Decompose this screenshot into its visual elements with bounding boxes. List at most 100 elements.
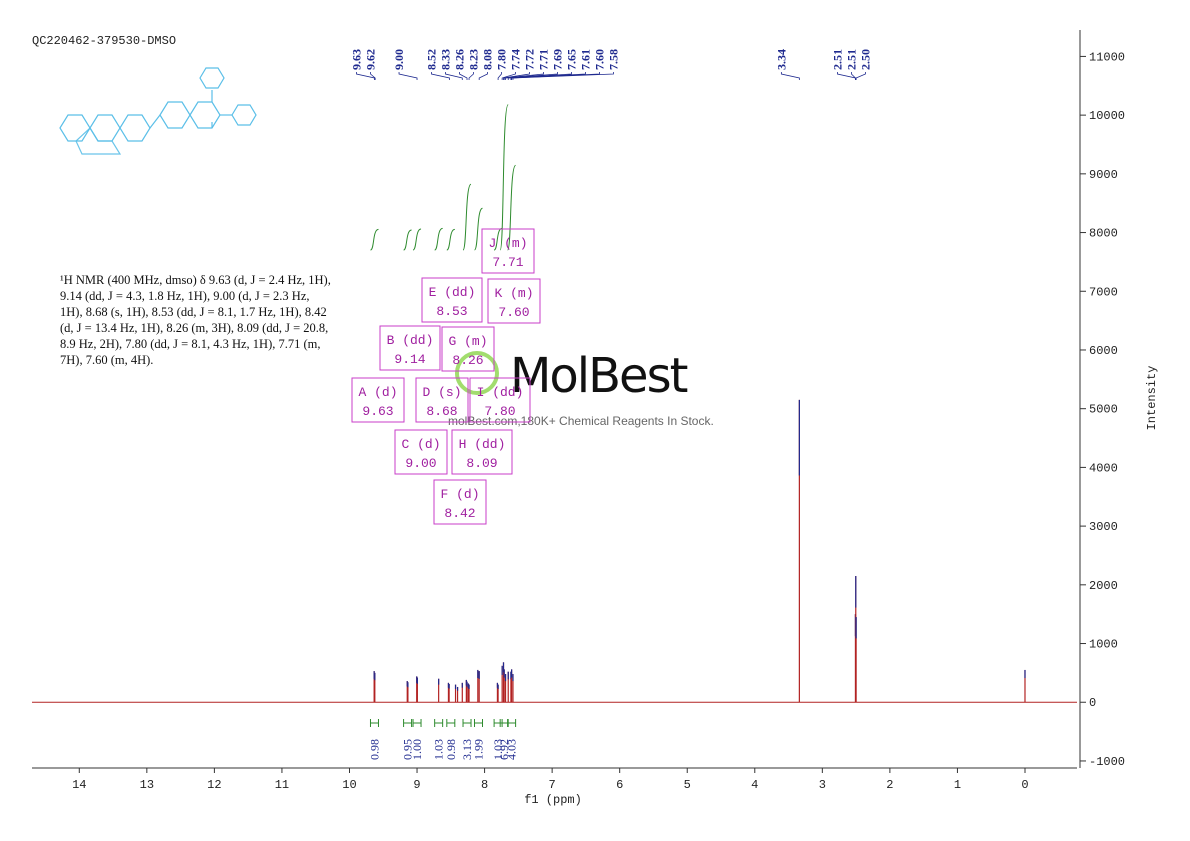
y-tick-label: 5000 [1089, 403, 1118, 417]
peak-label: 2.50 [858, 49, 872, 70]
peak-label: 7.71 [536, 49, 550, 70]
molecule [59, 67, 257, 155]
multiplet-box [469, 377, 531, 423]
x-axis-label: f1 (ppm) [524, 793, 582, 807]
watermark-logo [455, 351, 499, 395]
y-tick-label: 6000 [1089, 344, 1118, 358]
x-tick-label: 14 [72, 778, 86, 792]
integral-label: 3.13 [460, 739, 474, 760]
peak-label: 2.51 [830, 49, 844, 70]
y-tick-label: 4000 [1089, 461, 1118, 475]
peak-label: 2.51 [844, 49, 858, 70]
y-axis-label: Intensity [1145, 366, 1159, 431]
multiplet-shift: 9.14 [394, 352, 425, 367]
watermark: MolBest [510, 348, 688, 404]
peak-label: 7.65 [564, 49, 578, 70]
peak-label: 8.33 [438, 49, 452, 70]
integral-curve [462, 183, 472, 251]
peak-label: 3.34 [774, 49, 788, 70]
integral-label: 1.00 [410, 739, 424, 760]
peak-label: 8.52 [424, 49, 438, 70]
integral-bracket [412, 719, 422, 727]
y-tick-label: 2000 [1089, 579, 1118, 593]
integral-label: 4.03 [505, 739, 519, 760]
multiplet-shift: 8.26 [452, 353, 483, 368]
peak-connector [837, 72, 856, 80]
peak-connector [478, 72, 488, 80]
integral-curve [507, 164, 517, 251]
multiplet-label: K (m) [494, 286, 533, 301]
integral-curve [499, 104, 509, 251]
integral-bracket [499, 719, 509, 727]
chart-title: QC220462-379530-DMSO [32, 34, 176, 48]
y-tick-label: 9000 [1089, 168, 1118, 182]
multiplet-shift: 9.63 [362, 404, 393, 419]
integral-bracket [462, 719, 472, 727]
multiplet-label: J (m) [488, 236, 527, 251]
integral-curve [412, 228, 422, 251]
x-tick-label: 12 [207, 778, 221, 792]
multiplet-label: F (d) [440, 487, 479, 502]
peak-label: 7.69 [550, 49, 564, 70]
multiplet-box [481, 228, 535, 274]
peak-connector [851, 72, 856, 80]
peak-connector [505, 72, 558, 80]
y-tick-label: 1000 [1089, 638, 1118, 652]
multiplet-box [421, 277, 483, 323]
peak-connector [356, 72, 375, 80]
multiplet-label: G (m) [448, 334, 487, 349]
y-tick-label: 3000 [1089, 520, 1118, 534]
nmr-description: ¹H NMR (400 MHz, dmso) δ 9.63 (d, J = 2.… [60, 273, 331, 367]
integral-label: 1.03 [432, 739, 446, 760]
multiplet-box [415, 377, 469, 423]
peak-connector [431, 72, 450, 80]
peak-label: 9.62 [363, 49, 377, 70]
multiplet-shift: 9.00 [405, 456, 436, 471]
multiplet-box [351, 377, 405, 423]
peak-connector [370, 72, 376, 80]
peak-connector [497, 72, 502, 80]
integral-bracket [507, 719, 517, 727]
x-tick-label: 10 [342, 778, 356, 792]
x-tick-label: 11 [275, 778, 289, 792]
multiplet-box [441, 326, 495, 372]
multiplet-shift: 7.60 [498, 305, 529, 320]
peak-connector [398, 72, 418, 80]
watermark-sub: molBest.com,180K+ Chemical Reagents In S… [448, 414, 714, 428]
peak-label: 7.61 [578, 49, 592, 70]
integral-label: 1.99 [472, 739, 486, 760]
multiplet-box [487, 278, 541, 324]
integral-curve [403, 229, 412, 251]
integral-bracket [403, 719, 413, 727]
multiplet-box [379, 325, 441, 371]
multiplet-label: I (dd) [477, 385, 524, 400]
integral-bracket [434, 719, 444, 727]
integral-curve [370, 228, 379, 251]
multiplet-shift: 8.53 [436, 304, 467, 319]
peak-label: 9.63 [349, 49, 363, 70]
multiplet-label: D (s) [422, 385, 461, 400]
peak-label: 9.00 [392, 49, 406, 70]
y-tick-label: 0 [1089, 696, 1096, 710]
peak-connector [445, 72, 463, 80]
x-tick-label: 6 [616, 778, 623, 792]
multiplet-shift: 7.71 [492, 255, 523, 270]
x-tick-label: 9 [413, 778, 420, 792]
peak-connector [459, 72, 468, 80]
multiplet-label: A (d) [358, 385, 397, 400]
peak-label: 8.08 [480, 49, 494, 70]
x-tick-label: 4 [751, 778, 758, 792]
multiplet-box [451, 429, 513, 475]
y-tick-label: 7000 [1089, 285, 1118, 299]
x-tick-label: 0 [1021, 778, 1028, 792]
integral-curve [474, 207, 483, 251]
peak-label: 7.72 [522, 49, 536, 70]
x-tick-label: 3 [819, 778, 826, 792]
y-tick-label: 11000 [1089, 50, 1125, 64]
peak-label: 7.74 [508, 49, 522, 70]
y-tick-label: 10000 [1089, 109, 1125, 123]
peak-connector [501, 72, 516, 80]
multiplet-label: H (dd) [459, 437, 506, 452]
